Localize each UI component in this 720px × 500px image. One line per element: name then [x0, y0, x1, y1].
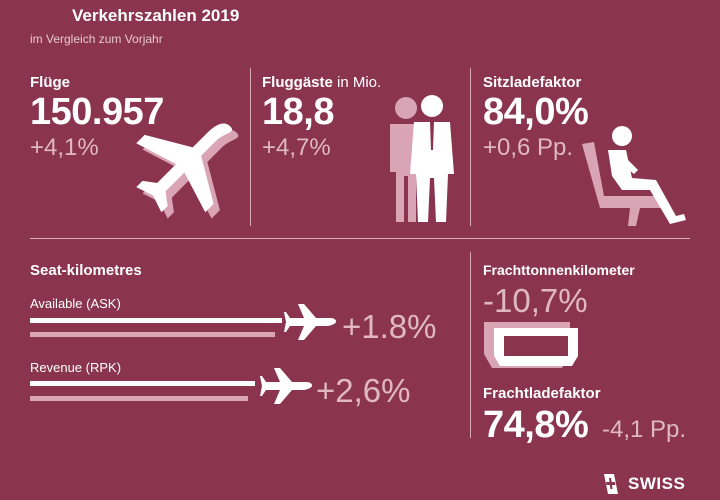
seated-passenger-icon: [582, 126, 686, 226]
passengers-change: +4,7%: [262, 134, 331, 161]
divider-flights-passengers: [250, 68, 251, 226]
flights-change: +4,1%: [30, 134, 99, 161]
freight-load-change: -4,1 Pp.: [602, 416, 687, 443]
freight-tkm-label: Frachttonnenkilometer: [483, 262, 635, 278]
divider-passengers-seatload: [470, 68, 471, 226]
passengers-label-unit: in Mio.: [332, 74, 382, 91]
ask-airplane-icon: [284, 304, 337, 340]
rpk-airplane-icon: [260, 368, 313, 404]
rpk-bar-2019: [30, 381, 255, 386]
flights-value: 150.957: [30, 91, 164, 133]
freight-tkm-change: -10,7%: [483, 282, 588, 319]
seatload-change: +0,6 Pp.: [483, 134, 574, 161]
cargo-container-icon: [484, 322, 578, 368]
ask-bar-2018: [30, 332, 275, 337]
passengers-value: 18,8: [262, 91, 334, 133]
flights-label: Flüge: [30, 74, 70, 91]
freight-load-label: Frachtladefaktor: [483, 385, 601, 402]
seatkm-label: Seat-kilometres: [30, 262, 142, 279]
airplane-icon: [136, 123, 239, 219]
divider-horizontal: [30, 238, 690, 239]
rpk-change: +2,6%: [316, 372, 411, 409]
rpk-bar-2018: [30, 396, 248, 401]
swiss-cross-icon: [604, 474, 618, 494]
ask-label: Available (ASK): [30, 296, 121, 311]
page-subtitle: im Vergleich zum Vorjahr: [30, 32, 163, 46]
rpk-label: Revenue (RPK): [30, 360, 122, 375]
ask-change: +1.8%: [342, 308, 437, 345]
divider-seatkm-freight: [470, 252, 471, 438]
page-title: Verkehrszahlen 2019: [72, 6, 240, 25]
seatload-label: Sitzladefaktor: [483, 74, 582, 91]
passengers-icon: [390, 95, 454, 222]
passengers-label-text: Fluggäste: [262, 74, 333, 91]
freight-load-value: 74,8%: [483, 404, 589, 446]
passengers-label: Fluggäste in Mio.: [262, 74, 381, 91]
brand-logo: SWISS: [628, 474, 686, 493]
ask-bar-2019: [30, 318, 282, 323]
seatload-value: 84,0%: [483, 91, 589, 133]
